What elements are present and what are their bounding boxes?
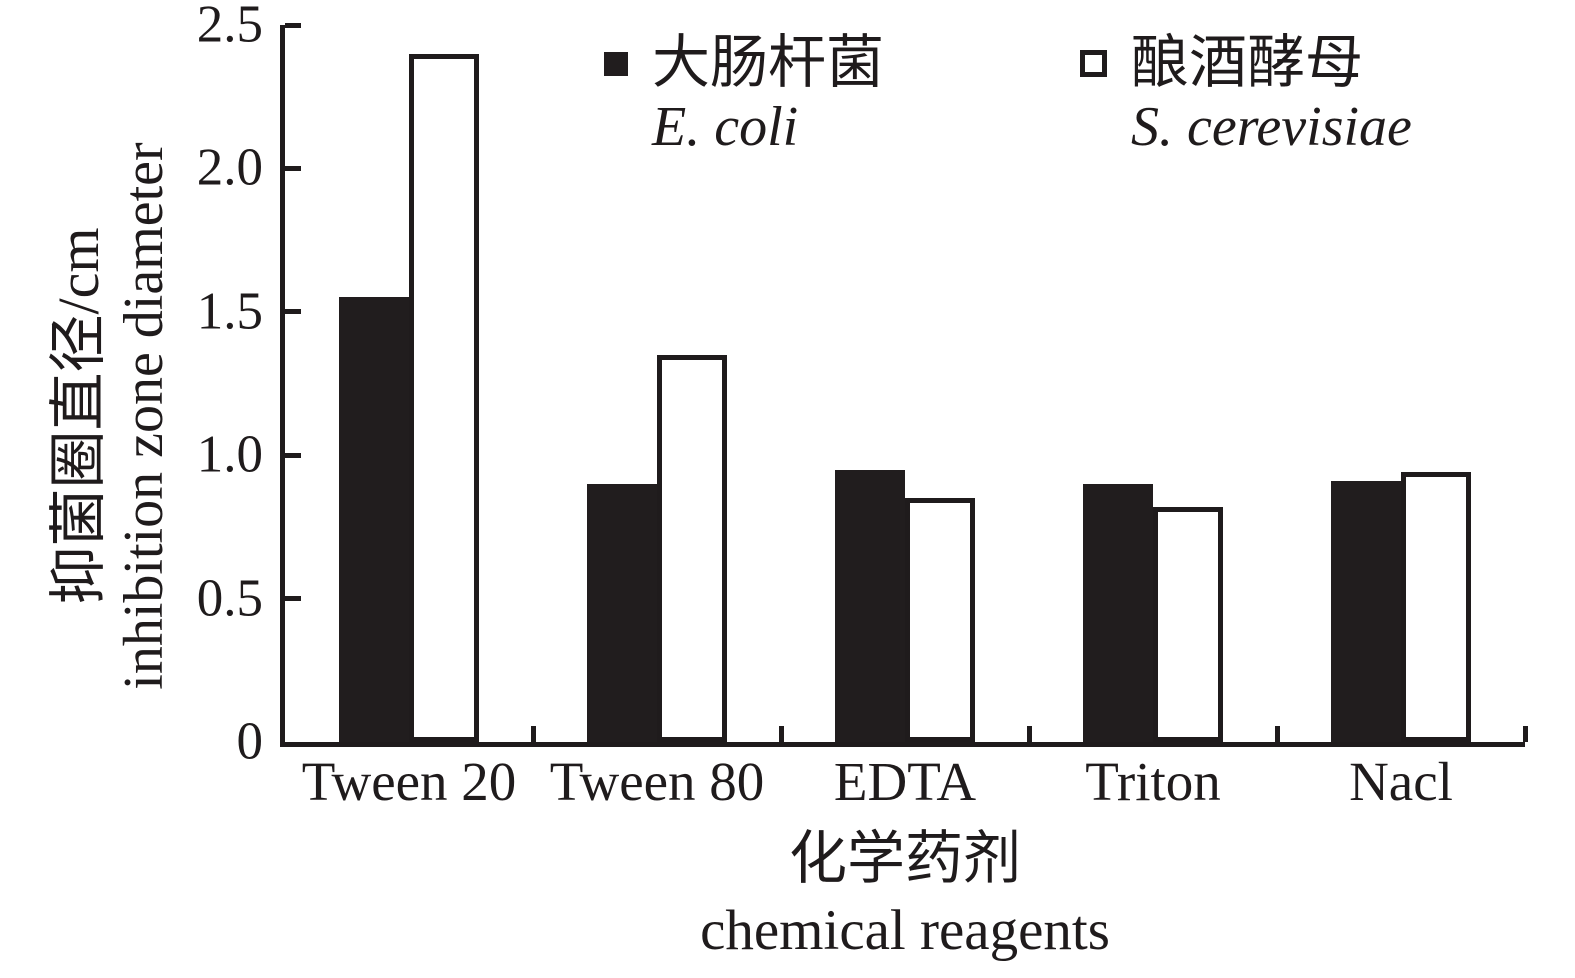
bar-e-coli-tween-80 bbox=[587, 483, 657, 742]
y-tick-label-0-5: 0.5 bbox=[196, 569, 263, 628]
legend-marker-open-square-icon bbox=[1080, 50, 1107, 77]
y-axis-spine bbox=[280, 25, 285, 747]
category-label-edta: EDTA bbox=[833, 751, 977, 812]
x-tick-2 bbox=[778, 726, 784, 742]
legend-label-s-cerevisiae-latin: S. cerevisiae bbox=[1131, 96, 1412, 158]
category-label-tween-80: Tween 80 bbox=[549, 751, 765, 812]
x-tick-3 bbox=[1026, 726, 1032, 742]
legend-item-e-coli: 大肠杆菌 E. coli bbox=[604, 30, 884, 158]
y-tick-2-5 bbox=[285, 22, 301, 28]
y-tick-2-0 bbox=[285, 165, 301, 171]
y-tick-label-1-5: 1.5 bbox=[196, 282, 263, 341]
y-tick-0-5 bbox=[285, 596, 301, 602]
y-tick-label-0: 0 bbox=[236, 712, 264, 771]
y-tick-label-1-0: 1.0 bbox=[196, 425, 263, 484]
bar-s-cerevisiae-nacl bbox=[1401, 472, 1471, 742]
legend-label-e-coli-zh: 大肠杆菌 bbox=[652, 30, 885, 95]
x-tick-4 bbox=[1274, 726, 1280, 742]
y-axis-title-zh: 抑菌圈直径/cm bbox=[46, 227, 111, 605]
x-axis-title-en: chemical reagents bbox=[700, 899, 1110, 962]
x-axis-spine bbox=[280, 742, 1525, 747]
legend-item-s-cerevisiae: 酿酒酵母 S. cerevisiae bbox=[1080, 30, 1412, 158]
y-tick-label-2-5: 2.5 bbox=[196, 0, 263, 54]
legend-label-s-cerevisiae-zh: 酿酒酵母 bbox=[1131, 30, 1364, 95]
legend-marker-filled-square-icon bbox=[604, 52, 628, 76]
bar-s-cerevisiae-triton bbox=[1153, 506, 1223, 742]
bar-e-coli-nacl bbox=[1331, 481, 1401, 742]
y-tick-1-5 bbox=[285, 309, 301, 315]
x-axis-title-zh: 化学药剂 bbox=[788, 826, 1021, 891]
bar-e-coli-tween-20 bbox=[339, 297, 409, 742]
bar-s-cerevisiae-tween-80 bbox=[657, 354, 727, 742]
legend-label-e-coli-latin: E. coli bbox=[652, 96, 799, 158]
category-label-nacl: Nacl bbox=[1349, 751, 1453, 812]
bar-s-cerevisiae-tween-20 bbox=[409, 53, 479, 742]
x-axis-title: 化学药剂 chemical reagents bbox=[285, 822, 1525, 966]
category-label-tween-20: Tween 20 bbox=[301, 751, 517, 812]
y-tick-1-0 bbox=[285, 452, 301, 458]
bar-e-coli-triton bbox=[1083, 483, 1153, 742]
bar-s-cerevisiae-edta bbox=[905, 498, 975, 742]
category-label-triton: Triton bbox=[1085, 751, 1221, 812]
bar-e-coli-edta bbox=[835, 469, 905, 742]
y-tick-label-2-0: 2.0 bbox=[196, 138, 263, 197]
x-tick-5 bbox=[1522, 726, 1528, 742]
x-tick-1 bbox=[530, 726, 536, 742]
